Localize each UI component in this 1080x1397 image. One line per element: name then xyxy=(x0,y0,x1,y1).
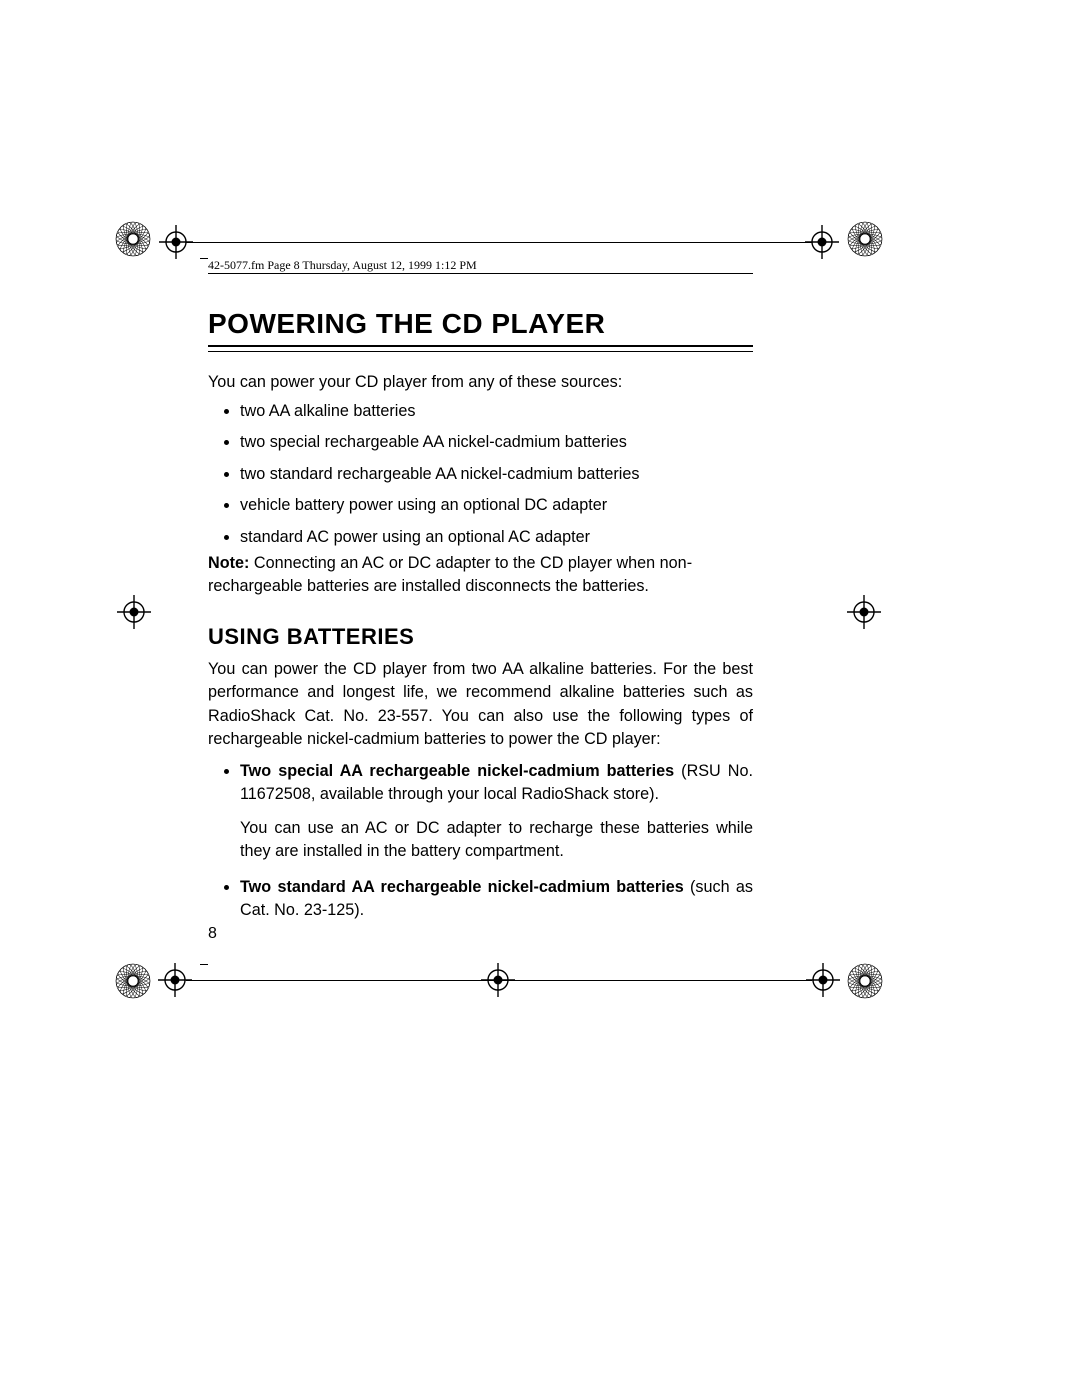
note-label: Note: xyxy=(208,554,249,572)
battery-type-bold: Two special AA rechargeable nickel-cadmi… xyxy=(240,762,674,780)
note-text: Connecting an AC or DC adapter to the CD… xyxy=(208,554,692,595)
registration-spiro-icon xyxy=(114,220,152,258)
title-rule xyxy=(208,345,753,352)
page-header: 42-5077.fm Page 8 Thursday, August 12, 1… xyxy=(208,258,753,273)
power-sources-list: two AA alkaline batteries two special rec… xyxy=(208,400,753,557)
battery-type-extra: You can use an AC or DC adapter to recha… xyxy=(240,817,753,864)
stub-rule xyxy=(200,964,208,965)
section-title: POWERING THE CD PLAYER xyxy=(208,308,753,340)
battery-type-item: Two standard AA rechargeable nickel-cadm… xyxy=(240,876,753,923)
battery-type-item: Two special AA rechargeable nickel-cadmi… xyxy=(240,760,753,864)
registration-spiro-icon xyxy=(846,962,884,1000)
battery-types-list: Two special AA rechargeable nickel-cadmi… xyxy=(208,760,753,935)
power-source-item: two special rechargeable AA nickel-cadmi… xyxy=(240,431,753,454)
crosshair-icon xyxy=(481,963,515,997)
crosshair-icon xyxy=(158,963,192,997)
power-source-item: two AA alkaline batteries xyxy=(240,400,753,423)
header-rule xyxy=(186,242,812,243)
battery-type-bold: Two standard AA rechargeable nickel-cadm… xyxy=(240,878,684,896)
crosshair-icon xyxy=(806,963,840,997)
subsection-title: USING BATTERIES xyxy=(208,624,753,650)
registration-spiro-icon xyxy=(846,220,884,258)
crosshair-icon xyxy=(117,595,151,629)
page-number: 8 xyxy=(208,925,217,943)
header-underline xyxy=(208,273,753,274)
power-source-item: two standard rechargeable AA nickel-cadm… xyxy=(240,463,753,486)
note-paragraph: Note: Connecting an AC or DC adapter to … xyxy=(208,552,753,599)
intro-text: You can power your CD player from any of… xyxy=(208,371,753,394)
crosshair-icon xyxy=(847,595,881,629)
power-source-item: vehicle battery power using an optional … xyxy=(240,494,753,517)
batteries-intro: You can power the CD player from two AA … xyxy=(208,658,753,752)
power-source-item: standard AC power using an optional AC a… xyxy=(240,526,753,549)
stub-rule xyxy=(200,258,208,259)
